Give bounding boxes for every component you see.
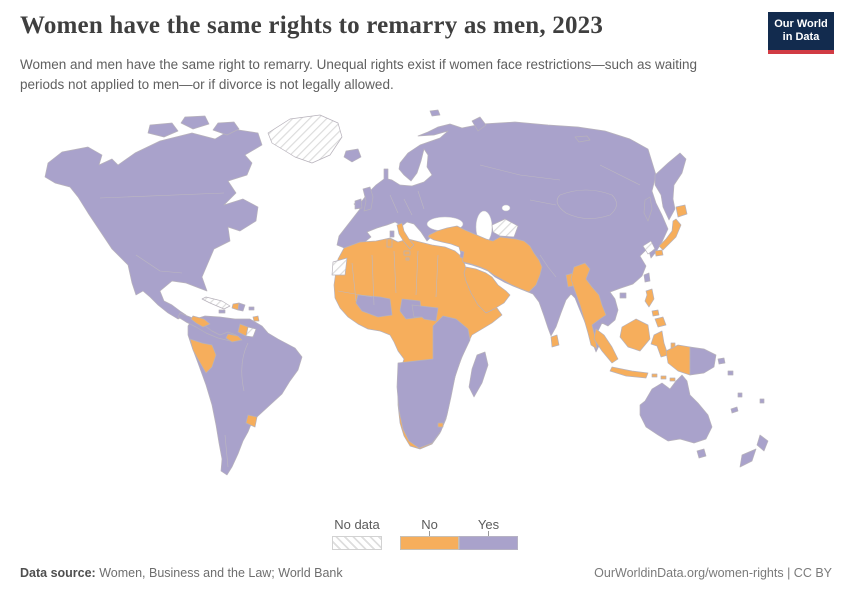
map-region-java[interactable] — [609, 366, 649, 379]
map-region-taiwan[interactable] — [643, 272, 651, 283]
legend-no-label: No — [421, 517, 438, 532]
map-region-papua-new-guinea[interactable] — [689, 346, 726, 376]
footer-link[interactable]: OurWorldinData.org/women-rights | CC BY — [594, 566, 832, 580]
map-region-chukotka-kamchatka[interactable] — [654, 152, 687, 221]
map-region-west-papua[interactable] — [665, 344, 691, 376]
map-region-iceland[interactable] — [343, 148, 362, 163]
data-source-label: Data source: — [20, 566, 96, 580]
map-region-madagascar[interactable] — [468, 351, 489, 398]
map-region-corsica[interactable] — [389, 230, 395, 238]
aral-sea — [501, 204, 511, 212]
legend-no-data-label: No data — [334, 517, 380, 532]
map-region-hainan[interactable] — [619, 292, 627, 299]
map-legend: No data No Yes — [0, 515, 850, 555]
chart-subtitle: Women and men have the same right to rem… — [20, 57, 698, 93]
map-region-eswatini[interactable] — [437, 422, 444, 428]
map-region-western-sahara[interactable] — [331, 257, 348, 276]
map-region-japan[interactable] — [654, 204, 688, 257]
logo-line1: Our World — [774, 18, 828, 30]
map-region-israel[interactable] — [459, 250, 465, 259]
page-title: Women have the same rights to remarry as… — [20, 12, 604, 39]
data-source: Data source: Women, Business and the Law… — [20, 566, 343, 580]
map-region-pacific-islands[interactable] — [727, 370, 765, 414]
legend-no-swatch[interactable] — [400, 536, 459, 550]
legend-yes-tick — [488, 531, 489, 536]
map-region-sulawesi[interactable] — [650, 330, 669, 358]
world-map — [0, 105, 850, 515]
map-region-sardinia[interactable] — [386, 238, 393, 248]
map-region-borneo[interactable] — [619, 318, 651, 352]
map-region-north-korea[interactable] — [642, 240, 656, 255]
legend-yes-label: Yes — [477, 517, 500, 532]
map-region-new-zealand[interactable] — [739, 434, 769, 468]
logo-line2: in Data — [782, 31, 820, 43]
map-region-sakhalin[interactable] — [643, 196, 653, 222]
legend-no-data-swatch[interactable] — [332, 536, 382, 550]
owid-logo[interactable]: Our World in Data — [768, 12, 834, 54]
legend-no-tick — [429, 531, 430, 536]
map-region-south-america[interactable] — [187, 315, 303, 476]
data-source-value: Women, Business and the Law; World Bank — [95, 566, 343, 580]
map-region-cuba[interactable] — [201, 296, 231, 310]
map-region-north-america[interactable] — [44, 128, 263, 320]
map-region-australia[interactable] — [639, 374, 713, 459]
map-region-greenland[interactable] — [267, 114, 343, 164]
map-region-haiti-trinidad[interactable] — [231, 302, 260, 322]
map-region-lesser-sunda[interactable] — [651, 373, 676, 382]
map-region-sri-lanka[interactable] — [550, 334, 560, 348]
legend-yes-swatch[interactable] — [459, 536, 518, 550]
map-region-philippines[interactable] — [644, 288, 667, 328]
map-region-canadian-arctic[interactable] — [147, 115, 240, 138]
map-region-russian-arctic-islands[interactable] — [429, 109, 591, 143]
